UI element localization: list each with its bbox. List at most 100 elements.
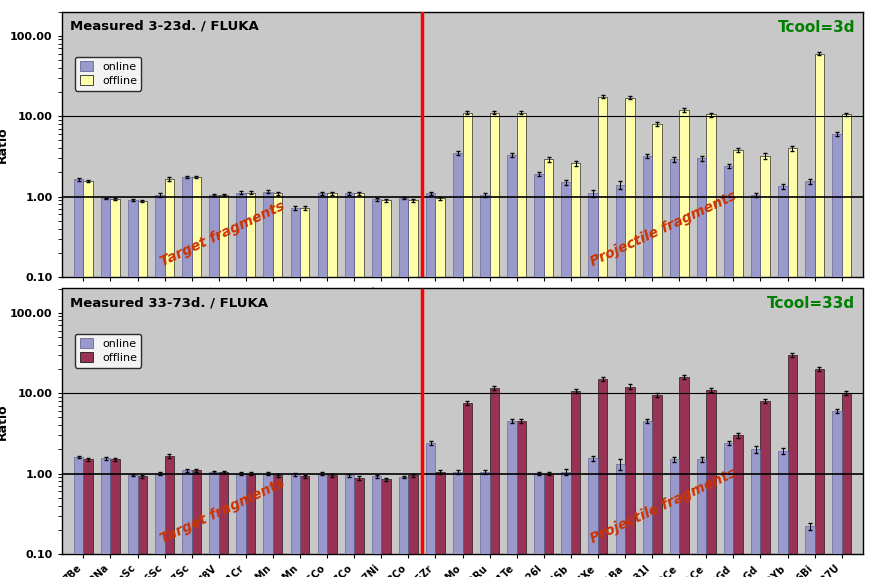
Bar	[344, 475, 354, 577]
Bar	[426, 193, 435, 577]
Bar	[74, 179, 84, 577]
Bar	[544, 474, 553, 577]
Bar	[616, 185, 625, 577]
Bar	[841, 114, 851, 577]
Y-axis label: Ratio: Ratio	[0, 126, 9, 163]
Bar	[246, 193, 255, 577]
Bar	[399, 198, 409, 577]
Bar	[291, 208, 300, 577]
Bar	[137, 201, 147, 577]
Bar	[263, 474, 273, 577]
Bar	[679, 377, 689, 577]
Bar	[210, 195, 218, 577]
Bar	[165, 456, 174, 577]
Bar	[534, 474, 544, 577]
Bar	[598, 379, 607, 577]
Bar	[101, 198, 110, 577]
Bar	[760, 156, 770, 577]
Bar	[697, 459, 707, 577]
Bar	[805, 181, 815, 577]
Bar	[707, 114, 715, 577]
Bar	[760, 401, 770, 577]
Bar	[751, 449, 760, 577]
Bar	[128, 200, 137, 577]
Bar	[833, 411, 841, 577]
Y-axis label: Ratio: Ratio	[0, 403, 9, 440]
Bar	[273, 193, 283, 577]
Bar	[372, 477, 381, 577]
Text: Measured 3-23d. / FLUKA: Measured 3-23d. / FLUKA	[70, 20, 258, 32]
Bar	[300, 477, 309, 577]
Bar	[137, 477, 147, 577]
Bar	[625, 387, 634, 577]
Bar	[263, 192, 273, 577]
Bar	[354, 478, 364, 577]
Bar	[318, 193, 327, 577]
Text: Projectile fragments: Projectile fragments	[589, 466, 739, 546]
Bar	[670, 459, 679, 577]
Bar	[192, 177, 201, 577]
Bar	[192, 470, 201, 577]
Bar	[652, 124, 662, 577]
Bar	[128, 475, 137, 577]
Bar	[372, 200, 381, 577]
Bar	[833, 134, 841, 577]
Bar	[344, 193, 354, 577]
Bar	[300, 208, 309, 577]
Bar	[534, 174, 544, 577]
Bar	[155, 195, 165, 577]
Bar	[236, 193, 246, 577]
Text: Tcool=33d: Tcool=33d	[767, 297, 855, 312]
Bar	[165, 179, 174, 577]
Bar	[246, 474, 255, 577]
Legend: online, offline: online, offline	[75, 334, 141, 368]
Bar	[409, 200, 418, 577]
Bar	[110, 199, 120, 577]
Bar	[670, 159, 679, 577]
Bar	[155, 474, 165, 577]
Legend: online, offline: online, offline	[75, 57, 141, 91]
Bar	[679, 110, 689, 577]
Text: Target fragments: Target fragments	[159, 199, 287, 269]
Bar	[507, 421, 516, 577]
Bar	[218, 472, 228, 577]
Bar	[327, 475, 337, 577]
Bar	[652, 395, 662, 577]
Bar	[733, 435, 743, 577]
Bar	[318, 474, 327, 577]
Bar	[273, 475, 283, 577]
Bar	[182, 177, 192, 577]
Bar	[788, 148, 797, 577]
Bar	[453, 153, 463, 577]
Bar	[480, 195, 490, 577]
Bar	[291, 474, 300, 577]
Bar	[778, 451, 788, 577]
Bar	[598, 96, 607, 577]
Bar	[642, 156, 652, 577]
Bar	[589, 193, 598, 577]
Bar	[381, 200, 391, 577]
Bar	[616, 464, 625, 577]
Text: Projectile fragments: Projectile fragments	[589, 189, 739, 269]
Bar	[625, 98, 634, 577]
Bar	[381, 479, 391, 577]
Bar	[84, 459, 93, 577]
Bar	[435, 198, 445, 577]
Bar	[182, 470, 192, 577]
Bar	[788, 355, 797, 577]
Bar	[490, 388, 500, 577]
Bar	[218, 195, 228, 577]
Bar	[453, 472, 463, 577]
Bar	[751, 195, 760, 577]
Bar	[561, 472, 571, 577]
Bar	[697, 158, 707, 577]
Bar	[110, 459, 120, 577]
Bar	[724, 443, 733, 577]
Bar	[778, 186, 788, 577]
Bar	[561, 182, 571, 577]
Bar	[399, 477, 409, 577]
Bar	[84, 181, 93, 577]
Text: Measured 33-73d. / FLUKA: Measured 33-73d. / FLUKA	[70, 297, 268, 309]
Text: Tcool=3d: Tcool=3d	[778, 20, 855, 35]
Bar	[210, 472, 218, 577]
